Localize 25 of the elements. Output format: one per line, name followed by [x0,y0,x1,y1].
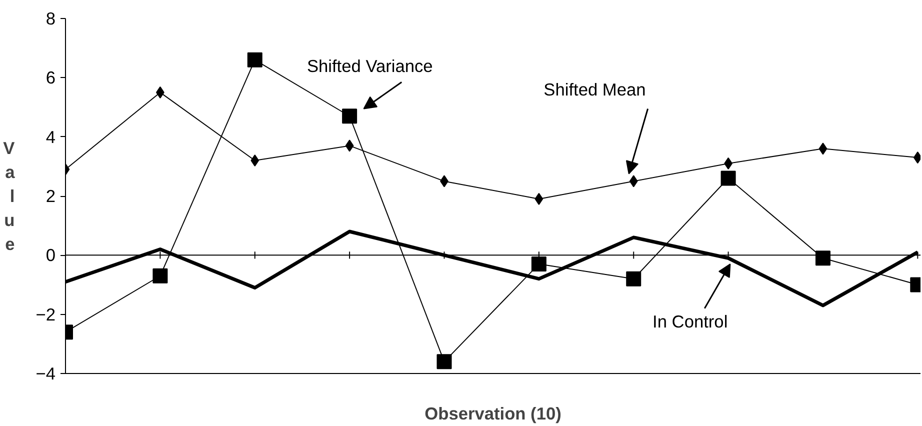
y-tick-label: 4 [46,126,56,147]
text: In Control [652,312,728,332]
y-tick-label: −2 [36,304,56,324]
point [629,175,638,188]
y-tick-label: −4 [36,364,56,384]
point [534,192,544,205]
point [345,140,354,152]
y-tick-label: 6 [46,68,56,88]
y-tick-label: 8 [46,8,56,28]
text: Shifted Mean [544,80,646,100]
y-axis-title: Value [3,138,16,254]
y-tick-label: 2 [46,186,56,206]
point [247,52,262,68]
point [152,268,168,284]
point [436,354,452,370]
point [626,271,642,286]
x-axis-title: Observation (10) [424,404,562,424]
point [531,256,546,272]
series-label: Shifted Variance [306,56,433,76]
point [818,142,828,155]
point [342,108,358,124]
point [720,170,736,186]
y-tick-label: 0 [46,245,56,266]
point [250,154,260,166]
point [815,250,830,266]
